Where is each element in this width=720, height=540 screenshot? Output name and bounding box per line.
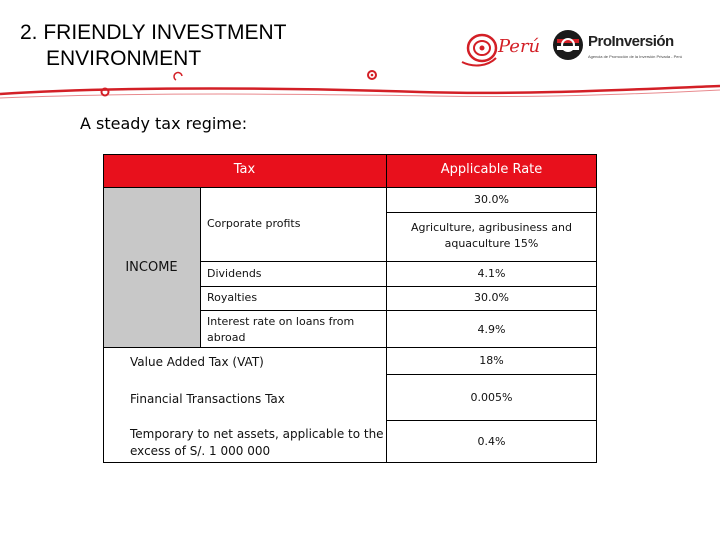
temporary-net-assets-label: Temporary to net assets, applicable to t… [130,427,384,458]
vat-rate: 18% [479,354,504,367]
temporary-net-assets-rate: 0.4% [477,435,506,448]
royalties-rate: 30.0% [474,291,509,304]
vat-label: Value Added Tax (VAT) [130,355,264,369]
slide-title: 2. FRIENDLY INVESTMENT ENVIRONMENT [20,20,286,72]
corporate-profits-rate-agriculture: Agriculture, agribusiness and aquacultur… [411,221,572,250]
royalties-label: Royalties [207,291,258,304]
proinversion-name: ProInversión [588,33,674,50]
dividends-rate: 4.1% [477,267,506,280]
income-label: INCOME [125,260,178,275]
slide-title-line1: 2. FRIENDLY INVESTMENT [20,21,287,44]
income-group-background [103,187,200,347]
corporate-profits-label: Corporate profits [207,217,301,230]
corporate-profits-rate: 30.0% [474,193,509,206]
peru-logo-icon: Perú [461,33,540,67]
peru-wordmark: Perú [497,36,540,57]
table-header-background [103,154,597,187]
red-swoosh-decoration [0,70,720,99]
interest-loans-label: Interest rate on loans from abroad [207,315,355,344]
financial-transactions-tax-label: Financial Transactions Tax [130,392,285,406]
proinversion-tagline: Agencia de Promoción de la Inversión Pri… [588,54,683,59]
header-applicable-rate: Applicable Rate [440,162,543,177]
dividends-label: Dividends [207,267,262,280]
section-subtitle: A steady tax regime: [80,114,248,133]
interest-loans-rate: 4.9% [477,323,506,336]
financial-transactions-tax-rate: 0.005% [470,391,513,404]
slide-title-line2: ENVIRONMENT [46,47,202,70]
proinversion-logo-icon [553,30,583,60]
header-tax: Tax [233,162,256,177]
